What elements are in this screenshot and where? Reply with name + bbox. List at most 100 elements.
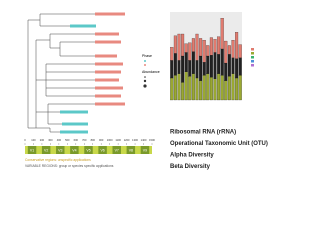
bar-segment (181, 55, 185, 83)
bar-segment (217, 54, 221, 74)
scale-label: 1200 (124, 138, 130, 142)
bar-segment (235, 32, 239, 59)
bar-legend (251, 48, 254, 67)
scale-label: 300 (48, 138, 53, 142)
bar-segment (213, 39, 217, 53)
conservative-note: Conservative regions: unspecific applica… (25, 158, 91, 162)
bar-segment (181, 82, 185, 101)
region-label: V2 (44, 148, 48, 152)
topic: Alpha Diversity (170, 153, 214, 159)
bar-segment (188, 76, 192, 101)
region-label: V8 (129, 148, 133, 152)
topic: Operational Taxonomic Unit (OTU) (170, 141, 268, 147)
legend-title: Phase (142, 54, 152, 58)
bar-segment (184, 52, 188, 72)
bar-segment (202, 62, 206, 76)
bar-segment (177, 60, 181, 74)
variable-region (70, 146, 79, 154)
bar-segment (191, 38, 195, 52)
bar-segment (220, 75, 224, 101)
phylogenetic-tree (27, 12, 125, 134)
variable-region (84, 146, 93, 154)
scale-label: 700 (82, 138, 87, 142)
bar-segment (202, 40, 206, 63)
bar-segment (199, 80, 203, 101)
bar-segment (235, 58, 239, 79)
bar-segment (227, 45, 231, 55)
topic: Ribosomal RNA (rRNA) (170, 130, 236, 136)
scale-label: 1400 (141, 138, 147, 142)
bar-segment (173, 35, 177, 54)
variable-region (140, 146, 150, 154)
scale-label: 600 (74, 138, 79, 142)
bar-segment (195, 77, 199, 101)
bar-segment (235, 77, 239, 101)
bar-segment (191, 51, 195, 74)
bar-segment (188, 60, 192, 77)
bar-segment (227, 76, 231, 101)
region-label: V7 (115, 148, 119, 152)
bar-segment (224, 80, 228, 101)
scale-label: 200 (40, 138, 45, 142)
scale-label: 0 (24, 138, 26, 142)
bar-segment (238, 57, 242, 76)
variable-region (112, 146, 121, 154)
bar-segment (195, 33, 199, 61)
region-label: V1 (30, 148, 34, 152)
bar-segment (202, 75, 206, 101)
scale-label: 1100 (115, 138, 121, 142)
variable-region (27, 146, 37, 154)
plot-area (170, 12, 242, 100)
bar-segment (213, 78, 217, 101)
bar-segment (209, 37, 213, 56)
legend-title: Abundance (142, 70, 160, 74)
bar-segment (184, 43, 188, 53)
scale-label: 800 (91, 138, 96, 142)
variable-region (41, 146, 51, 154)
scale-label: 400 (57, 138, 62, 142)
bar-segment (191, 73, 195, 101)
bar-segment (173, 75, 177, 101)
variable-note: VARIABLE REGIONS: group or species speci… (25, 164, 114, 168)
region-label: V4 (72, 148, 76, 152)
variable-region (98, 146, 107, 154)
scale-label: 500 (65, 138, 70, 142)
scale-label: 1500 (149, 138, 155, 142)
bar-segment (170, 77, 174, 101)
scale-label: 1300 (132, 138, 138, 142)
scale-label: 900 (99, 138, 104, 142)
bar-segment (206, 73, 210, 101)
bar-segment (206, 55, 210, 74)
tree-legend: Phase Abundance (142, 54, 160, 88)
bar-segment (231, 57, 235, 74)
bar-segment (220, 48, 224, 76)
bar-segment (188, 42, 192, 61)
variable-region (56, 146, 65, 154)
region-label: V9 (143, 148, 147, 152)
bar-segment (184, 71, 188, 101)
bar-segment (224, 40, 228, 64)
bar-segment (170, 47, 174, 61)
slide: Phase Abundance Ribosomal RNA (rRNA) Oper… (24, 12, 268, 170)
bar-segment (213, 52, 217, 79)
bar-segment (177, 73, 181, 101)
bar-segment (227, 54, 231, 77)
bar-segment (217, 73, 221, 101)
bar-segment (199, 38, 203, 57)
topic: Beta Diversity (170, 164, 211, 170)
bar-segment (220, 18, 224, 50)
region-label: V5 (86, 148, 90, 152)
bar-segment (238, 44, 242, 58)
bar-segment (195, 60, 199, 79)
bar-segment (209, 77, 213, 101)
bar-segment (181, 33, 185, 57)
bar-segment (177, 33, 181, 61)
region-label: V3 (58, 148, 62, 152)
scale-label: 100 (31, 138, 36, 142)
bar-segment (217, 36, 221, 55)
bar-segment (206, 45, 210, 57)
region-label: V6 (100, 148, 104, 152)
variable-region (126, 146, 136, 154)
scale-label: 1000 (107, 138, 113, 142)
bar-segment (173, 53, 177, 76)
